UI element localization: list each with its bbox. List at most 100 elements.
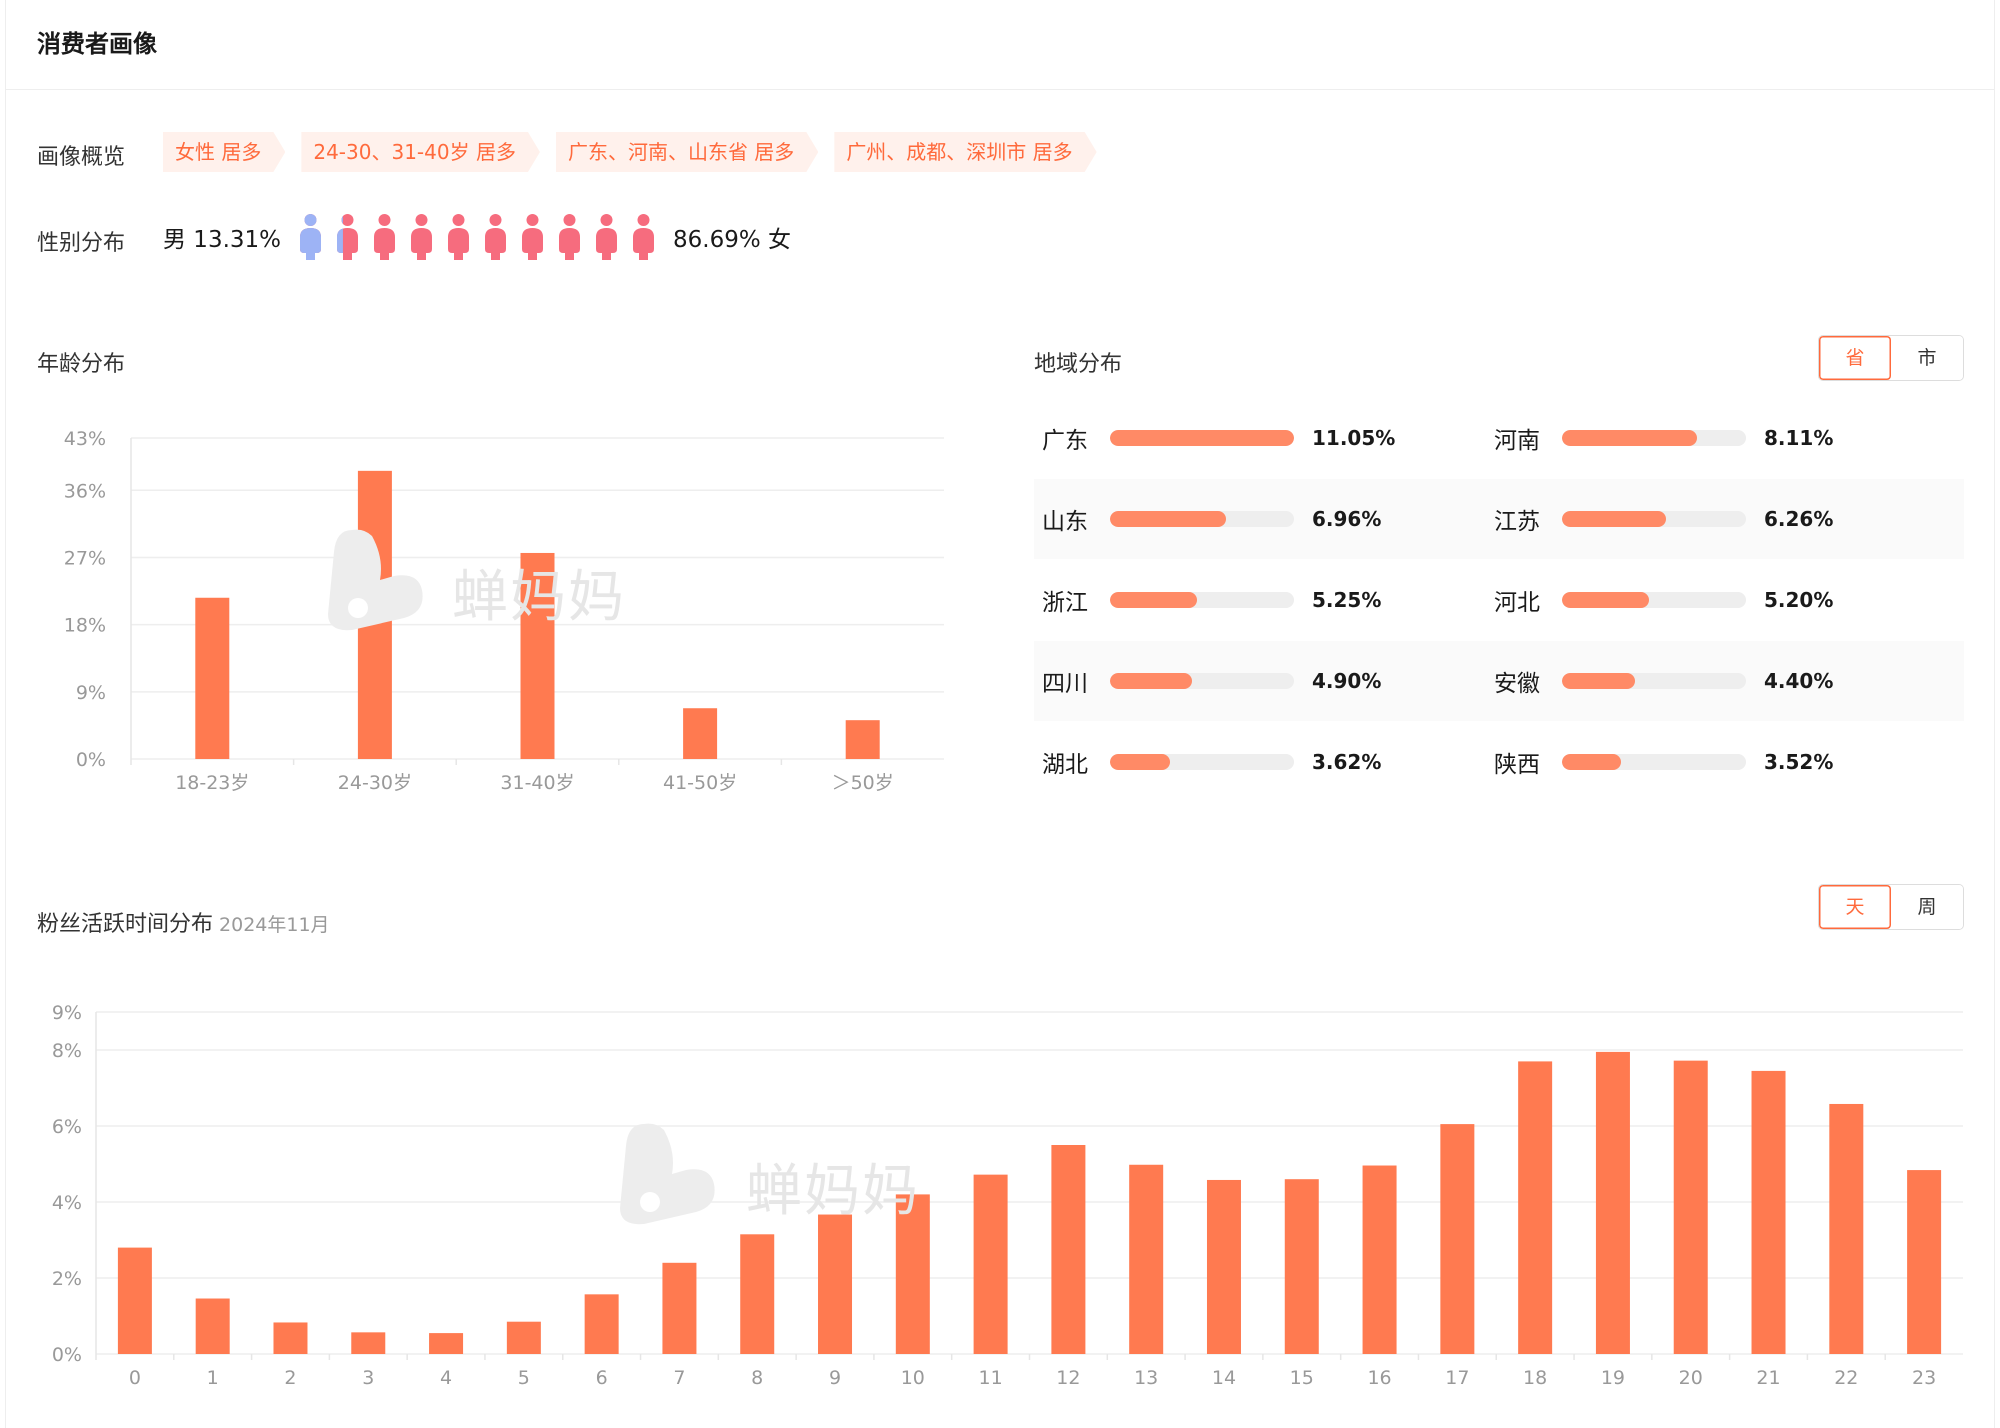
x-tick-label: 21 bbox=[1756, 1367, 1780, 1389]
region-bar-fill bbox=[1110, 754, 1171, 770]
age-bar-chart: 0% 9% 18% 27% 36% 43% 18-23岁 24-30岁 31-40岁 41-50岁… bbox=[64, 428, 944, 794]
bar-4[interactable] bbox=[429, 1333, 464, 1354]
region-bar-track bbox=[1562, 430, 1746, 446]
bar-18[interactable] bbox=[1518, 1061, 1553, 1354]
bar-1[interactable] bbox=[195, 1298, 230, 1354]
bar-9[interactable] bbox=[818, 1214, 853, 1354]
overview-tag-province: 广东、河南、山东省 居多 bbox=[556, 132, 818, 172]
bar-19[interactable] bbox=[1595, 1051, 1630, 1354]
region-name: 陕西 bbox=[1494, 752, 1540, 778]
x-tick-label: 4 bbox=[440, 1367, 452, 1389]
region-row: 广东 11.05% 河南 8.11% bbox=[1034, 398, 1964, 478]
x-tick-label: 5 bbox=[518, 1367, 530, 1389]
city-toggle-button[interactable]: 市 bbox=[1891, 336, 1963, 380]
x-tick-label: 20 bbox=[1679, 1367, 1703, 1389]
bar-7[interactable] bbox=[662, 1262, 697, 1354]
bar-10[interactable] bbox=[895, 1194, 930, 1354]
overview-label: 画像概览 bbox=[37, 145, 126, 170]
bar-16[interactable] bbox=[1362, 1165, 1397, 1354]
region-row: 湖北 3.62% 陕西 3.52% bbox=[1034, 722, 1964, 802]
province-toggle-button[interactable]: 省 bbox=[1819, 336, 1891, 380]
bar-2[interactable] bbox=[273, 1322, 308, 1354]
x-tick-label: 22 bbox=[1834, 1367, 1858, 1389]
overview-tag-age: 24-30、31-40岁 居多 bbox=[301, 132, 540, 172]
region-item: 山东 6.96% bbox=[1042, 479, 1381, 559]
bar-22[interactable] bbox=[1829, 1103, 1864, 1354]
bar-15[interactable] bbox=[1284, 1179, 1319, 1354]
x-tick-label: 3 bbox=[362, 1367, 374, 1389]
watermark-logo-icon bbox=[620, 1123, 715, 1225]
x-tick-label: 13 bbox=[1134, 1367, 1158, 1389]
bar-12[interactable] bbox=[1051, 1145, 1086, 1354]
bar-5[interactable] bbox=[506, 1321, 541, 1354]
x-tick-label: 17 bbox=[1445, 1367, 1469, 1389]
region-item: 河南 8.11% bbox=[1494, 398, 1833, 478]
region-item: 浙江 5.25% bbox=[1042, 560, 1381, 640]
region-bar-track bbox=[1562, 592, 1746, 608]
region-bar-track bbox=[1110, 592, 1294, 608]
region-item: 河北 5.20% bbox=[1494, 560, 1833, 640]
title-divider bbox=[5, 89, 1995, 90]
bar-23[interactable] bbox=[1907, 1170, 1942, 1354]
content-panel bbox=[5, 0, 1995, 1428]
region-row: 山东 6.96% 江苏 6.26% bbox=[1034, 479, 1964, 559]
x-tick-label: 0 bbox=[129, 1367, 141, 1389]
region-bar-fill bbox=[1110, 673, 1192, 689]
activity-section-title: 粉丝活跃时间分布 2024年11月 bbox=[37, 906, 330, 938]
region-item: 湖北 3.62% bbox=[1042, 722, 1381, 802]
x-tick-label: 7 bbox=[673, 1367, 685, 1389]
x-tick-label: ＞50岁 bbox=[832, 772, 894, 794]
x-tick-label: 19 bbox=[1601, 1367, 1625, 1389]
bar-21[interactable] bbox=[1751, 1070, 1786, 1354]
bar-11[interactable] bbox=[973, 1174, 1008, 1354]
bar-20[interactable] bbox=[1673, 1060, 1708, 1354]
person-icon bbox=[522, 214, 544, 260]
x-tick-label: 11 bbox=[979, 1367, 1003, 1389]
activity-bar-chart: 0%2%4%6%8%9%0 1 2 3 4 5 6 7 8 9 10 11 12 13 14 15 16 17 18… bbox=[52, 1002, 1963, 1389]
region-name: 河南 bbox=[1494, 428, 1540, 454]
bar-41-50岁[interactable] bbox=[683, 708, 718, 759]
bar-3[interactable] bbox=[351, 1332, 386, 1354]
region-name: 湖北 bbox=[1042, 752, 1088, 778]
y-tick-label: 4% bbox=[52, 1192, 82, 1214]
y-tick-label: 2% bbox=[52, 1268, 82, 1290]
bar-0[interactable] bbox=[117, 1247, 152, 1354]
week-toggle-button[interactable]: 周 bbox=[1891, 885, 1963, 929]
bar-13[interactable] bbox=[1129, 1164, 1164, 1354]
region-item: 安徽 4.40% bbox=[1494, 641, 1833, 721]
bar-6[interactable] bbox=[584, 1294, 619, 1354]
region-bar-track bbox=[1110, 511, 1294, 527]
x-tick-label: 15 bbox=[1290, 1367, 1314, 1389]
region-name: 江苏 bbox=[1494, 509, 1540, 535]
person-icon bbox=[559, 214, 581, 260]
region-bar-track bbox=[1110, 754, 1294, 770]
overview-tags: 女性 居多 24-30、31-40岁 居多 广东、河南、山东省 居多 广州、成都… bbox=[163, 132, 1097, 172]
region-bar-fill bbox=[1562, 430, 1698, 446]
day-toggle-button[interactable]: 天 bbox=[1819, 885, 1891, 929]
bar-31-40岁[interactable] bbox=[520, 552, 555, 759]
y-tick-label: 43% bbox=[64, 428, 106, 450]
region-bar-fill bbox=[1110, 430, 1294, 446]
bar-14[interactable] bbox=[1206, 1179, 1241, 1354]
region-row: 浙江 5.25% 河北 5.20% bbox=[1034, 560, 1964, 640]
person-icon bbox=[411, 214, 433, 260]
bar-18-23岁[interactable] bbox=[195, 597, 230, 759]
bar-8[interactable] bbox=[740, 1234, 775, 1354]
age-section-title: 年龄分布 bbox=[37, 352, 126, 377]
region-bar-track bbox=[1562, 754, 1746, 770]
bar-17[interactable] bbox=[1440, 1124, 1475, 1354]
y-tick-label: 0% bbox=[76, 749, 106, 771]
region-value: 3.62% bbox=[1312, 750, 1382, 774]
region-name: 山东 bbox=[1042, 509, 1088, 535]
region-name: 安徽 bbox=[1494, 671, 1540, 697]
gender-icon-strip bbox=[297, 212, 657, 262]
female-share-text: 86.69% 女 bbox=[673, 227, 792, 253]
region-value: 3.52% bbox=[1764, 750, 1834, 774]
region-name: 浙江 bbox=[1042, 590, 1088, 616]
bar-＞50岁[interactable] bbox=[845, 720, 880, 759]
overview-tag-city: 广州、成都、深圳市 居多 bbox=[834, 132, 1096, 172]
watermark-logo-icon bbox=[328, 529, 423, 631]
x-tick-label: 24-30岁 bbox=[338, 772, 412, 794]
gender-label: 性别分布 bbox=[37, 231, 126, 256]
y-tick-label: 27% bbox=[64, 547, 106, 569]
